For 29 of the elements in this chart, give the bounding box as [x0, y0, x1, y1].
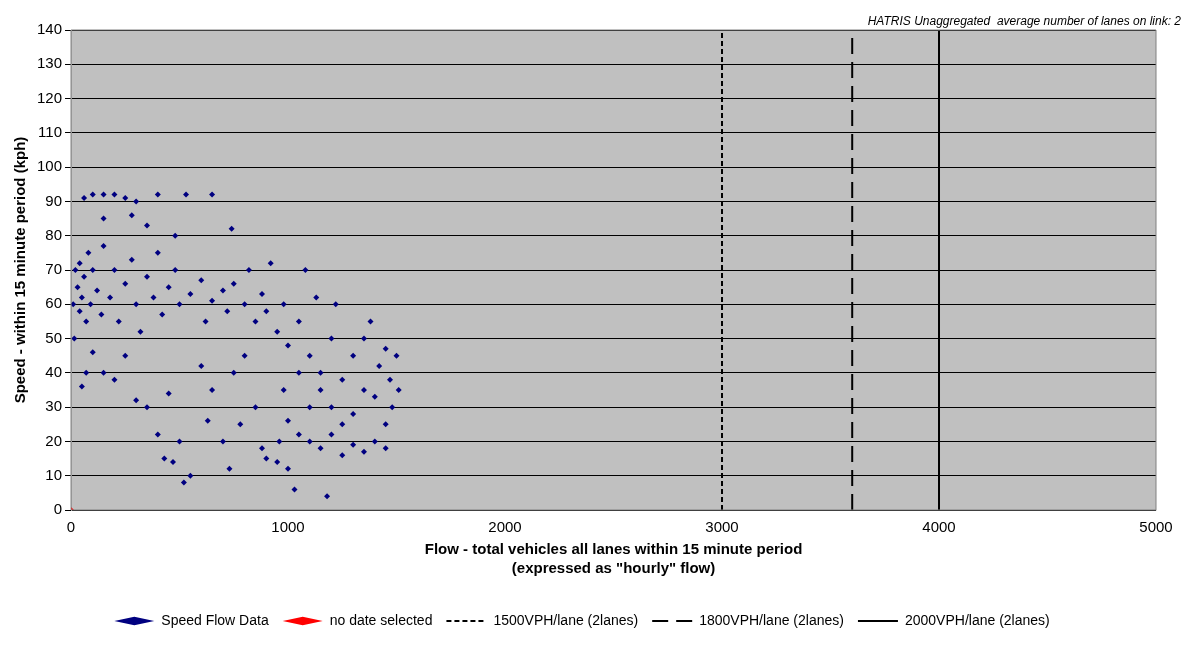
- legend-label: 2000VPH/lane (2lanes): [904, 611, 1050, 628]
- y-tick-label: 80: [45, 225, 63, 243]
- y-tick-label: 140: [37, 20, 63, 38]
- y-axis-title: Speed - within 15 minute period (kph): [11, 136, 29, 404]
- y-tick-label: 90: [45, 191, 63, 209]
- y-tick-label: 130: [37, 54, 63, 72]
- y-tick-label: 20: [45, 431, 63, 449]
- y-tick-label: 40: [45, 363, 63, 380]
- y-tick-label: 0: [53, 500, 63, 518]
- y-tick-label: 10: [45, 465, 63, 483]
- y-tick-label: 110: [38, 123, 63, 140]
- text: HATRIS Unaggregated average number of lanes on link: 2: [867, 14, 1182, 29]
- x-tick-label: 2000: [488, 518, 522, 536]
- y-tick-label: 70: [45, 260, 63, 278]
- y-tick-label: 120: [37, 88, 63, 106]
- legend-label: no date selected: [329, 611, 433, 628]
- x-tick-label: 3000: [705, 518, 739, 536]
- x-tick-label: 5000: [1139, 518, 1173, 536]
- x-axis-title: Flow - total vehicles all lanes within 15 minute period (expressed as "hourly" flow): [424, 539, 803, 576]
- legend-label: 1800VPH/lane (2lanes): [699, 611, 844, 628]
- x-tick-label: 0: [66, 518, 76, 536]
- legend-label: 1500VPH/lane (2lanes): [493, 611, 639, 628]
- x-tick-label: 4000: [922, 518, 956, 536]
- y-tick-label: 50: [45, 328, 63, 346]
- y-tick-label: 100: [37, 157, 63, 175]
- x-tick-label: 1000: [271, 518, 305, 536]
- y-tick-label: 60: [45, 294, 63, 312]
- legend-label: Speed Flow Data: [161, 611, 269, 628]
- y-tick-label: 30: [45, 397, 63, 415]
